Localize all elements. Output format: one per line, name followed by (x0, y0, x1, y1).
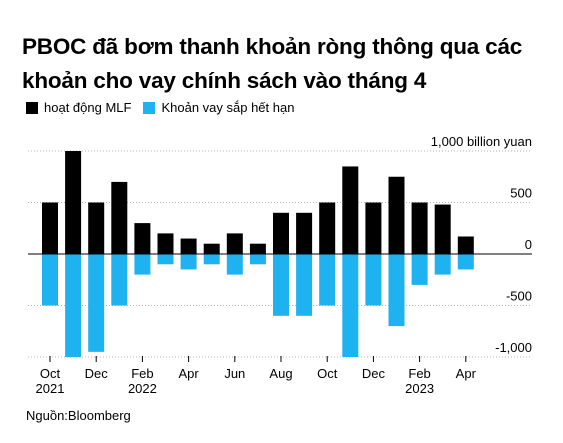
bar-expiring-15 (388, 254, 405, 327)
bar-mlf-15 (388, 176, 405, 254)
bar-mlf-14 (365, 202, 382, 254)
bar-mlf-7 (203, 243, 220, 254)
bar-expiring-18 (457, 254, 474, 270)
bar-expiring-16 (411, 254, 428, 285)
x-tick-label-2: Feb (131, 366, 153, 381)
bar-mlf-6 (180, 238, 197, 254)
x-tick-year-2: 2022 (128, 381, 157, 396)
y-tick-label-2: 0 (525, 237, 532, 252)
bar-mlf-1 (65, 151, 82, 254)
bar-mlf-0 (42, 202, 58, 254)
x-tick-label-4: Jun (224, 366, 245, 381)
bar-expiring-4 (134, 254, 151, 275)
source-note: Nguồn:Bloomberg (26, 408, 131, 423)
chart-title: PBOC đã bơm thanh khoản ròng thông qua c… (22, 30, 552, 98)
bar-expiring-5 (157, 254, 174, 265)
bar-expiring-14 (365, 254, 382, 306)
y-tick-label-3: -500 (506, 289, 532, 304)
bar-mlf-9 (249, 243, 266, 254)
y-axis-labels: 1,000 billion yuan 500 0 -500 -1,000 (431, 134, 532, 355)
bar-mlf-16 (411, 202, 428, 254)
bar-mlf-8 (226, 233, 243, 254)
x-tick-label-9: Apr (456, 366, 477, 381)
bar-expiring-7 (203, 254, 220, 265)
x-tick-year-8: 2023 (405, 381, 434, 396)
bar-mlf-18 (457, 236, 474, 254)
x-tick-label-1: Dec (85, 366, 109, 381)
y-tick-label-4: -1,000 (495, 340, 532, 355)
bars (42, 151, 474, 357)
bar-expiring-8 (226, 254, 243, 275)
bar-mlf-13 (342, 166, 359, 254)
bar-expiring-9 (249, 254, 266, 265)
bar-expiring-13 (342, 254, 359, 357)
legend-item-mlf: hoạt động MLF (26, 100, 131, 115)
bar-mlf-2 (88, 202, 105, 254)
x-tick-label-0: Oct (40, 366, 61, 381)
bar-expiring-12 (319, 254, 336, 306)
bar-mlf-17 (434, 204, 451, 254)
bar-expiring-6 (180, 254, 197, 270)
bar-mlf-11 (296, 212, 313, 254)
bar-expiring-11 (296, 254, 313, 316)
y-tick-label-0: 1,000 billion yuan (431, 134, 532, 149)
y-tick-label-1: 500 (510, 186, 532, 201)
bar-expiring-2 (88, 254, 105, 352)
legend-label-expiring: Khoản vay sắp hết hạn (161, 100, 295, 115)
bar-expiring-1 (65, 254, 82, 357)
legend: hoạt động MLF Khoản vay sắp hết hạn (26, 100, 306, 115)
bar-mlf-3 (111, 181, 128, 254)
bar-mlf-4 (134, 223, 151, 254)
bar-expiring-0 (42, 254, 58, 306)
bar-mlf-5 (157, 233, 174, 254)
legend-label-mlf: hoạt động MLF (44, 100, 132, 115)
x-tick-label-5: Aug (269, 366, 292, 381)
chart-title-line-1: PBOC đã bơm thanh khoản ròng thông qua c… (22, 34, 523, 59)
x-tick-label-8: Feb (408, 366, 430, 381)
x-tick-label-6: Oct (317, 366, 338, 381)
bar-expiring-10 (273, 254, 289, 316)
chart-title-line-2: khoản cho vay chính sách vào tháng 4 (22, 68, 427, 93)
x-tick-label-3: Apr (178, 366, 199, 381)
legend-swatch-mlf (26, 101, 38, 114)
x-tick-year-0: 2021 (36, 381, 65, 396)
legend-swatch-expiring (143, 101, 156, 114)
x-tick-label-7: Dec (362, 366, 386, 381)
legend-item-expiring: Khoản vay sắp hết hạn (143, 100, 294, 115)
bar-expiring-17 (434, 254, 451, 275)
bar-expiring-3 (111, 254, 128, 306)
bar-mlf-10 (273, 212, 289, 254)
bar-mlf-12 (319, 202, 336, 254)
